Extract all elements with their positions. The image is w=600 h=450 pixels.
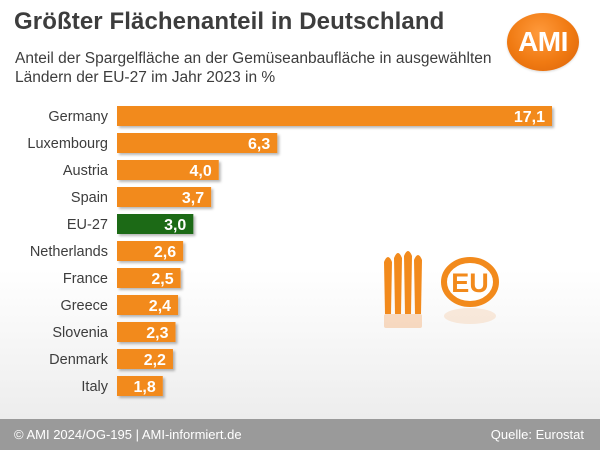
value-label: 4,0 [190,163,212,180]
value-label: 2,6 [154,244,176,261]
bar-italy [117,376,163,396]
value-label: 2,3 [146,325,168,342]
value-label: 3,7 [182,190,204,207]
category-label: Spain [71,190,108,206]
bar-slovenia [117,322,176,342]
value-label: 2,5 [151,271,173,288]
value-label: 2,2 [144,352,166,369]
category-label: Italy [81,379,108,395]
eu-badge-icon: EU [441,257,499,324]
value-label: 1,8 [134,379,156,396]
ami-logo: AMI [507,13,579,71]
category-label: EU-27 [67,217,108,233]
category-label: Greece [60,298,108,314]
value-label: 3,0 [164,217,186,234]
chart-title: Größter Flächenanteil in Deutschland [14,8,445,35]
bar-eu-27 [117,214,194,234]
bar-chart: Germany 17,1 Luxembourg 6,3 Austria 4,0 Spain 3… [27,106,552,396]
value-label: 2,4 [149,298,171,315]
bar-austria [117,160,219,180]
category-label: Germany [48,109,108,125]
eu-badge-text: EU [451,268,489,298]
bar-luxembourg [117,133,278,153]
bar-france [117,268,181,288]
value-label: 17,1 [514,109,545,126]
value-label: 6,3 [248,136,270,153]
bars-group: Germany 17,1 Luxembourg 6,3 Austria 4,0 Spain 3… [27,106,552,396]
decoration-group: EU [384,251,499,328]
footer-copyright: © AMI 2024/OG-195 | AMI-informiert.de [14,427,242,442]
bar-germany [117,106,552,126]
category-label: Luxembourg [27,136,108,152]
category-label: Denmark [49,352,109,368]
footer-source: Quelle: Eurostat [490,427,584,442]
category-label: Slovenia [52,325,109,341]
chart-subtitle: Anteil der Spargelfläche an der Gemüsean… [15,50,492,86]
bar-denmark [117,349,173,369]
bar-netherlands [117,241,184,261]
category-label: France [63,271,108,287]
category-label: Austria [63,163,109,179]
bar-spain [117,187,212,207]
footer-bar: © AMI 2024/OG-195 | AMI-informiert.de Qu… [0,419,600,450]
bar-greece [117,295,179,315]
asparagus-icon [384,251,422,328]
category-label: Netherlands [30,244,108,260]
